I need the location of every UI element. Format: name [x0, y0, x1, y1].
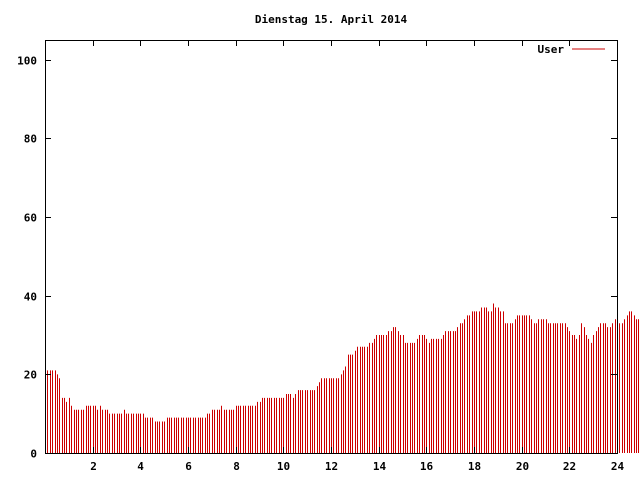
- x-tick-label: 12: [325, 460, 338, 473]
- x-tick-label: 20: [516, 460, 529, 473]
- x-tick-label: 18: [468, 460, 481, 473]
- legend: User: [538, 43, 605, 56]
- x-tick-label: 4: [137, 460, 144, 473]
- x-tick-label: 2: [90, 460, 97, 473]
- x-tick-label: 14: [373, 460, 387, 473]
- x-tick-label: 16: [420, 460, 434, 473]
- y-tick-label: 40: [24, 291, 37, 304]
- y-tick-label: 100: [17, 55, 37, 68]
- x-tick-label: 10: [277, 460, 290, 473]
- x-tick-label: 24: [611, 460, 625, 473]
- y-tick-label: 0: [30, 448, 37, 461]
- y-tick-label: 60: [24, 212, 37, 225]
- bar-series: [45, 303, 639, 453]
- x-tick-label: 22: [563, 460, 576, 473]
- x-tick-label: 8: [233, 460, 240, 473]
- y-tick-label: 80: [24, 133, 37, 146]
- y-tick-label: 20: [24, 369, 37, 382]
- chart-title: Dienstag 15. April 2014: [255, 13, 408, 26]
- x-tick-label: 6: [185, 460, 192, 473]
- legend-label: User: [538, 43, 565, 56]
